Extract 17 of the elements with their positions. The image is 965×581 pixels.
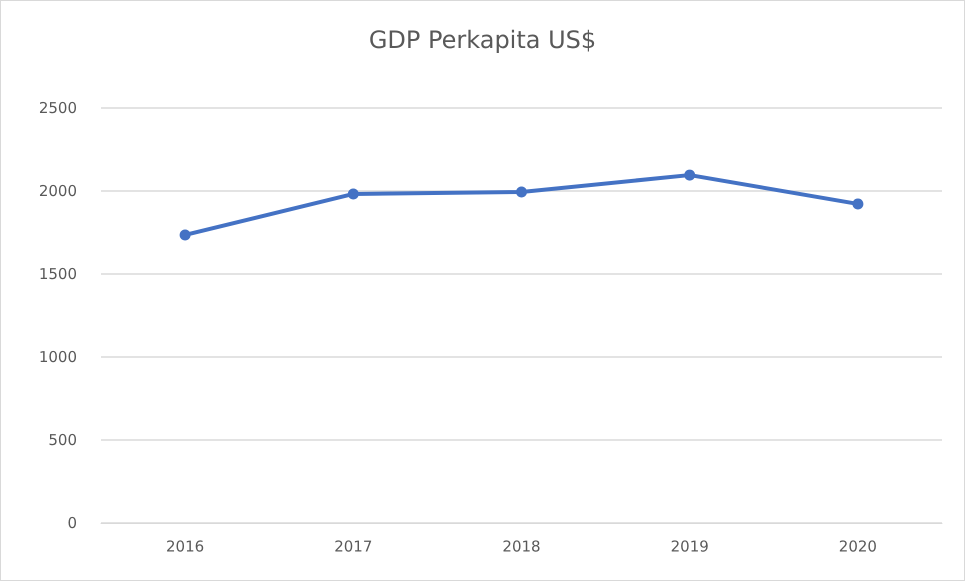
- y-tick-label: 500: [48, 431, 77, 449]
- x-tick-label: 2020: [838, 538, 877, 556]
- point: [852, 198, 864, 210]
- y-tick-label: 1500: [38, 265, 77, 283]
- point: [180, 229, 191, 240]
- y-tick-label: 0: [67, 514, 77, 532]
- chart-title: GDP Perkapita US$: [368, 26, 596, 54]
- x-tick-label: 2017: [334, 538, 372, 556]
- point: [348, 188, 359, 200]
- point: [684, 170, 696, 181]
- point: [516, 186, 527, 198]
- y-tick-label: 1000: [38, 348, 77, 366]
- y-tick-label: 2000: [38, 182, 77, 200]
- y-tick-label: 2500: [38, 99, 77, 117]
- x-tick-label: 2018: [502, 538, 541, 556]
- x-tick-label: 2016: [166, 538, 204, 556]
- x-tick-label: 2019: [670, 538, 709, 556]
